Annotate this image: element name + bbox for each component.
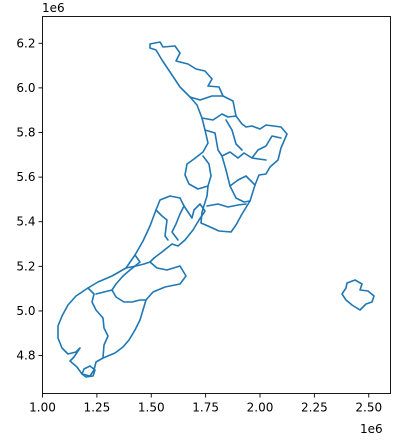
y-axis: 4.8 5.0 5.2 5.4 5.6 5.8 6.0 6.2 bbox=[16, 36, 43, 363]
canterbury-border bbox=[111, 254, 147, 303]
southland-border bbox=[95, 289, 113, 295]
manawatu-border bbox=[221, 155, 251, 203]
west-coast-border bbox=[125, 261, 151, 269]
x-tick-label: 1.25 bbox=[84, 401, 111, 415]
marlborough-border bbox=[171, 205, 185, 241]
waikato-border bbox=[204, 129, 267, 161]
taranaki-border bbox=[202, 155, 212, 187]
gisborne-border bbox=[251, 135, 282, 159]
x-tick-label: 1.00 bbox=[29, 401, 56, 415]
x-tick-label: 2.25 bbox=[301, 401, 328, 415]
x-offset-label: 1e6 bbox=[360, 422, 383, 436]
y-tick-label: 5.8 bbox=[16, 126, 35, 140]
otago-border bbox=[87, 287, 109, 359]
northland-border bbox=[189, 95, 224, 101]
y-tick-label: 6.2 bbox=[16, 36, 35, 50]
y-tick-label: 5.4 bbox=[16, 215, 35, 229]
y-tick-label: 5.0 bbox=[16, 304, 35, 318]
y-offset-label: 1e6 bbox=[42, 1, 65, 15]
stewart-island-outline bbox=[81, 365, 96, 378]
x-tick-label: 1.75 bbox=[192, 401, 219, 415]
chatham-islands-outline bbox=[341, 279, 375, 311]
y-tick-label: 5.2 bbox=[16, 259, 35, 273]
auckland-border bbox=[201, 113, 237, 121]
x-axis: 1.00 1.25 1.50 1.75 2.00 2.25 2.50 bbox=[29, 393, 382, 415]
south-island-outline bbox=[57, 195, 206, 377]
x-tick-label: 1.50 bbox=[138, 401, 165, 415]
bay-of-plenty-border bbox=[225, 119, 243, 151]
x-tick-label: 2.50 bbox=[355, 401, 382, 415]
y-tick-label: 4.8 bbox=[16, 349, 35, 363]
tasman-border bbox=[155, 209, 169, 241]
y-tick-label: 5.6 bbox=[16, 170, 35, 184]
y-tick-label: 6.0 bbox=[16, 81, 35, 95]
wellington-border bbox=[206, 203, 247, 208]
hawkes-bay-border bbox=[229, 175, 256, 187]
x-tick-label: 2.00 bbox=[247, 401, 274, 415]
region-boundaries bbox=[57, 41, 375, 378]
axes-frame bbox=[42, 16, 391, 394]
